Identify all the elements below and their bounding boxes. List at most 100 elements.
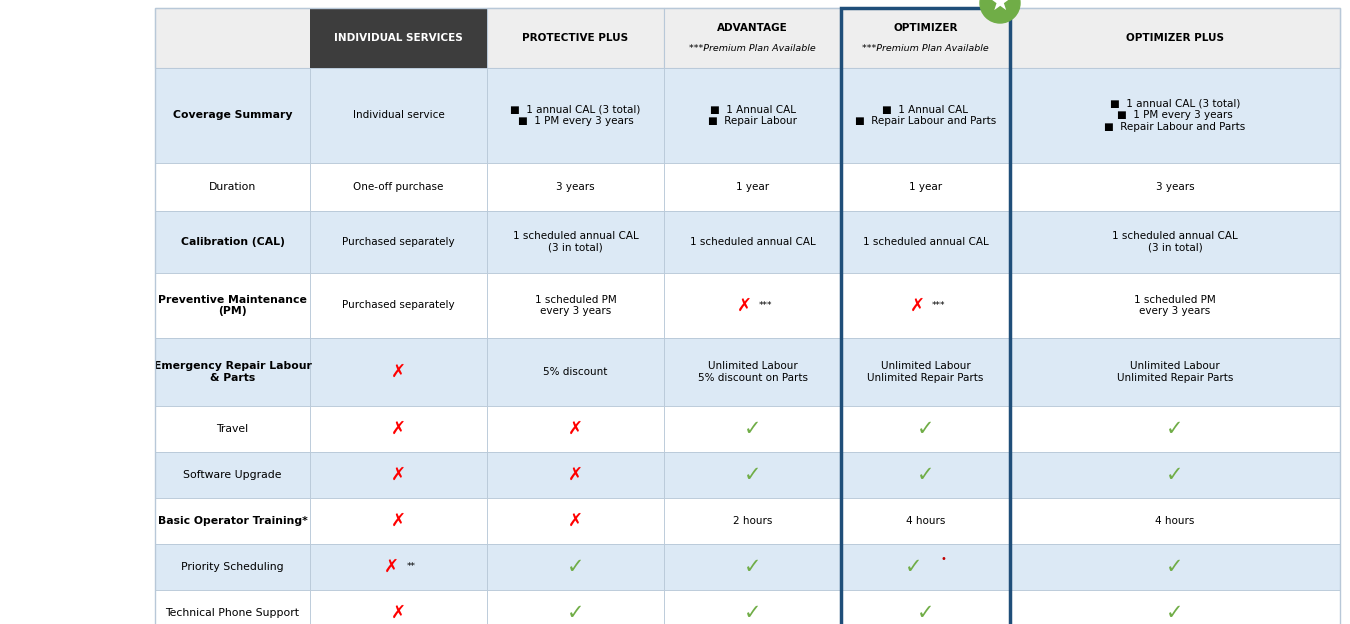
Bar (1010, 8, 1341, 68)
Bar (155, 273, 310, 338)
Bar (1010, 452, 1341, 498)
Bar (664, 406, 841, 452)
Bar (1010, 544, 1341, 590)
Text: 1 scheduled annual CAL: 1 scheduled annual CAL (863, 237, 988, 247)
Bar (487, 68, 664, 163)
Bar (155, 163, 310, 211)
Text: ✗: ✗ (392, 512, 406, 530)
Bar (841, 68, 1010, 163)
Text: ✓: ✓ (1166, 557, 1184, 577)
Text: ✗: ✗ (392, 363, 406, 381)
Bar (664, 498, 841, 544)
Text: Travel: Travel (216, 424, 248, 434)
Text: Unlimited Labour
Unlimited Repair Parts: Unlimited Labour Unlimited Repair Parts (867, 361, 984, 383)
Text: ✓: ✓ (744, 465, 761, 485)
Text: Individual service: Individual service (352, 110, 444, 120)
Text: ✗: ✗ (568, 466, 583, 484)
Text: ✓: ✓ (567, 557, 585, 577)
Circle shape (980, 0, 1021, 23)
Bar (487, 8, 664, 68)
Bar (1010, 338, 1341, 406)
Bar (841, 590, 1010, 624)
Bar (310, 68, 487, 163)
Text: Emergency Repair Labour
& Parts: Emergency Repair Labour & Parts (154, 361, 312, 383)
Text: OPTIMIZER: OPTIMIZER (894, 23, 957, 33)
Text: 1 scheduled annual CAL
(3 in total): 1 scheduled annual CAL (3 in total) (1112, 232, 1238, 253)
Text: Priority Scheduling: Priority Scheduling (181, 562, 284, 572)
Bar (487, 498, 664, 544)
Bar (664, 590, 841, 624)
Bar (664, 163, 841, 211)
Text: OPTIMIZER PLUS: OPTIMIZER PLUS (1126, 33, 1224, 43)
Bar (155, 68, 310, 163)
Bar (841, 273, 1010, 338)
Text: ✓: ✓ (1166, 603, 1184, 623)
Bar (310, 211, 487, 273)
Text: 4 hours: 4 hours (1156, 516, 1195, 526)
Text: ***Premium Plan Available: ***Premium Plan Available (688, 44, 815, 53)
Bar (310, 338, 487, 406)
Text: 1 year: 1 year (736, 182, 769, 192)
Bar (664, 452, 841, 498)
Text: ✗: ✗ (392, 604, 406, 622)
Text: One-off purchase: One-off purchase (354, 182, 444, 192)
Bar (487, 406, 664, 452)
Bar (310, 406, 487, 452)
Text: ★: ★ (988, 0, 1011, 15)
Text: 1 scheduled annual CAL: 1 scheduled annual CAL (690, 237, 815, 247)
Text: ✗: ✗ (392, 466, 406, 484)
Text: Unlimited Labour
5% discount on Parts: Unlimited Labour 5% discount on Parts (698, 361, 807, 383)
Bar (487, 338, 664, 406)
Bar (155, 406, 310, 452)
Text: •: • (941, 554, 946, 564)
Bar (1010, 273, 1341, 338)
Text: ✓: ✓ (744, 603, 761, 623)
Text: Duration: Duration (209, 182, 256, 192)
Bar (310, 8, 487, 68)
Text: Basic Operator Training*: Basic Operator Training* (158, 516, 308, 526)
Text: ✓: ✓ (917, 465, 934, 485)
Bar (1010, 406, 1341, 452)
Text: Purchased separately: Purchased separately (342, 237, 455, 247)
Bar (310, 273, 487, 338)
Bar (841, 211, 1010, 273)
Text: ■  1 annual CAL (3 total)
■  1 PM every 3 years
■  Repair Labour and Parts: ■ 1 annual CAL (3 total) ■ 1 PM every 3 … (1104, 99, 1246, 132)
Bar (487, 211, 664, 273)
Bar (310, 590, 487, 624)
Bar (487, 452, 664, 498)
Text: ✗: ✗ (910, 296, 925, 314)
Bar (155, 8, 1341, 68)
Text: 4 hours: 4 hours (906, 516, 945, 526)
Text: ✓: ✓ (744, 419, 761, 439)
Bar (841, 338, 1010, 406)
Text: 1 year: 1 year (909, 182, 942, 192)
Bar (487, 544, 664, 590)
Text: 1 scheduled PM
every 3 years: 1 scheduled PM every 3 years (1134, 295, 1216, 316)
Text: ✗: ✗ (568, 512, 583, 530)
Bar (1010, 211, 1341, 273)
Text: Calibration (CAL): Calibration (CAL) (181, 237, 285, 247)
Text: ✓: ✓ (1166, 465, 1184, 485)
Bar (841, 544, 1010, 590)
Bar (155, 544, 310, 590)
Bar (841, 163, 1010, 211)
Text: ✓: ✓ (904, 557, 922, 577)
Bar (310, 163, 487, 211)
Bar (155, 590, 310, 624)
Bar (664, 8, 841, 68)
Text: 5% discount: 5% discount (543, 367, 608, 377)
Bar (155, 498, 310, 544)
Bar (310, 498, 487, 544)
Bar (1010, 590, 1341, 624)
Text: ✗: ✗ (568, 420, 583, 438)
Bar (310, 452, 487, 498)
Bar (664, 338, 841, 406)
Text: 1 scheduled annual CAL
(3 in total): 1 scheduled annual CAL (3 in total) (513, 232, 639, 253)
Text: 2 hours: 2 hours (733, 516, 772, 526)
Bar (664, 68, 841, 163)
Bar (1010, 163, 1341, 211)
Text: ■  1 Annual CAL
■  Repair Labour: ■ 1 Annual CAL ■ Repair Labour (707, 105, 796, 126)
Text: ***: *** (931, 301, 945, 310)
Bar (841, 452, 1010, 498)
Text: Unlimited Labour
Unlimited Repair Parts: Unlimited Labour Unlimited Repair Parts (1116, 361, 1233, 383)
